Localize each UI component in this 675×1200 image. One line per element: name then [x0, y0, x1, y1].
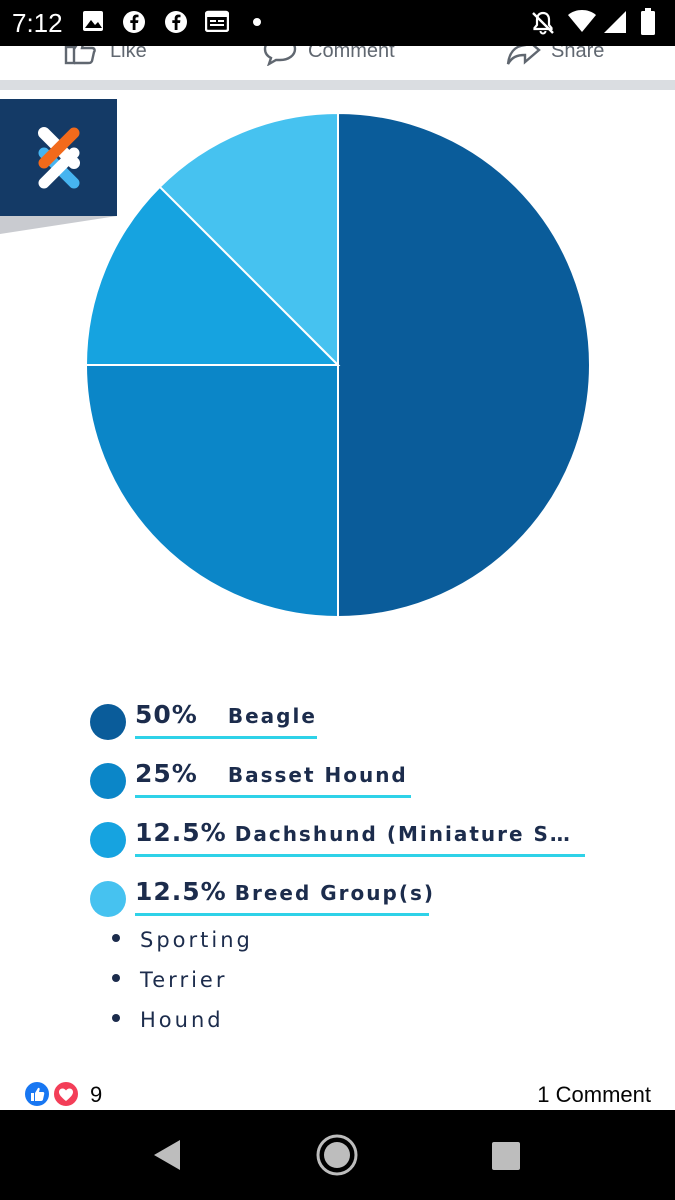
pie-slice-dachshund-miniature-s	[84, 185, 341, 366]
legend-underline	[135, 736, 317, 739]
like-icon[interactable]	[23, 1080, 51, 1108]
legend-underline	[135, 795, 411, 798]
legend-swatch	[90, 881, 126, 917]
calendar-icon	[205, 10, 229, 32]
thumbs-up-outline-icon	[64, 46, 96, 65]
legend-label: 12.5% Dachshund (Miniature S…	[135, 818, 572, 847]
back-icon[interactable]	[150, 1137, 184, 1173]
signal-icon	[604, 11, 626, 33]
legend-swatch	[90, 763, 126, 799]
like-label: Like	[110, 46, 147, 62]
comment-count-link[interactable]: 1 Comment	[537, 1082, 651, 1107]
list-item-label: Terrier	[140, 968, 228, 992]
image-icon	[83, 11, 103, 31]
pie-slice-basset-hound	[84, 364, 339, 619]
legend-name: Breed Group(s)	[234, 881, 436, 905]
list-item-label: Hound	[140, 1008, 224, 1032]
legend-underline	[135, 854, 585, 857]
reaction-count[interactable]: 9	[90, 1082, 103, 1107]
legend-percent: 12.5%	[135, 818, 227, 847]
share-outline-icon	[506, 46, 541, 65]
reactions-bar: 9 1 Comment	[0, 1078, 675, 1112]
post-action-row: Like Comment Share	[0, 46, 675, 80]
battery-icon	[641, 8, 655, 35]
like-button[interactable]: Like	[64, 46, 147, 68]
brand-logo	[0, 99, 117, 216]
comment-outline-icon	[263, 46, 297, 66]
facebook-icon	[165, 11, 187, 33]
legend-name: Beagle	[227, 704, 317, 728]
pie-chart	[84, 111, 591, 619]
status-time: 7:12	[12, 8, 63, 38]
bullet-icon	[112, 1014, 120, 1022]
legend-name: Dachshund (Miniature S…	[234, 822, 572, 846]
share-button[interactable]: Share	[505, 46, 604, 68]
legend-swatch	[90, 704, 126, 740]
legend-item: 12.5% Breed Group(s)	[88, 867, 648, 917]
comment-button[interactable]: Comment	[262, 46, 395, 68]
bell-off-icon	[532, 11, 554, 35]
legend-label: 12.5% Breed Group(s)	[135, 877, 435, 906]
love-icon[interactable]	[52, 1080, 80, 1108]
legend-percent: 50%	[135, 700, 198, 729]
legend-name: Basset Hound	[227, 763, 408, 787]
recents-icon[interactable]	[491, 1141, 521, 1171]
status-bar: 7:12	[0, 0, 675, 46]
list-item: Hound	[112, 1008, 224, 1044]
home-icon[interactable]	[315, 1133, 359, 1177]
legend-item: 12.5% Dachshund (Miniature S…	[88, 808, 648, 858]
logo-shadow	[0, 216, 117, 234]
legend-underline	[135, 913, 429, 916]
section-divider	[0, 80, 675, 90]
pie-slice-beagle	[337, 111, 591, 619]
legend-percent: 12.5%	[135, 877, 227, 906]
share-label: Share	[551, 46, 605, 62]
dot-icon	[253, 18, 261, 26]
legend-label: 25% Basset Hound	[135, 759, 408, 788]
legend-label: 50% Beagle	[135, 700, 317, 729]
pie-slice-breed-group-s	[158, 111, 339, 368]
legend-swatch	[90, 822, 126, 858]
list-item-label: Sporting	[140, 928, 253, 952]
list-item: Sporting	[112, 928, 253, 964]
bullet-icon	[112, 934, 120, 942]
legend-percent: 25%	[135, 759, 198, 788]
list-item: Terrier	[112, 968, 227, 1004]
bullet-icon	[112, 974, 120, 982]
wifi-icon	[568, 10, 596, 32]
navigation-bar	[0, 1110, 675, 1200]
comment-label: Comment	[308, 46, 395, 62]
facebook-icon	[123, 11, 145, 33]
legend-item: 50% Beagle	[88, 690, 648, 740]
legend-item: 25% Basset Hound	[88, 749, 648, 799]
crossed-bands-logo-icon	[38, 127, 80, 189]
